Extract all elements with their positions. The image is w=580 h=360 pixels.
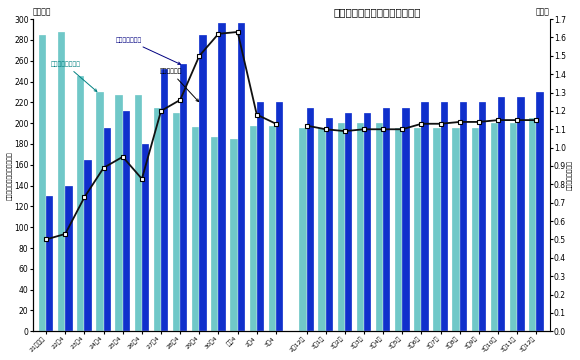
Bar — [460, 102, 467, 331]
Bar — [66, 185, 72, 331]
Bar — [142, 144, 149, 331]
Bar — [269, 126, 276, 331]
Bar — [154, 108, 161, 331]
Bar — [46, 196, 53, 331]
Bar — [135, 95, 142, 331]
Bar — [219, 23, 226, 331]
Bar — [161, 69, 168, 331]
Bar — [211, 137, 219, 331]
Bar — [383, 108, 390, 331]
Bar — [403, 108, 409, 331]
Bar — [498, 97, 505, 331]
Bar — [529, 118, 536, 331]
Bar — [104, 129, 111, 331]
Bar — [180, 64, 187, 331]
Text: 求人、求職及び求人倍率の推移: 求人、求職及び求人倍率の推移 — [333, 7, 420, 17]
Bar — [307, 108, 314, 331]
Bar — [230, 139, 238, 331]
Bar — [115, 95, 123, 331]
Bar — [414, 129, 422, 331]
Y-axis label: （有効求人倍率）: （有効求人倍率） — [567, 160, 573, 190]
Text: 有効求人倍率: 有効求人倍率 — [160, 69, 198, 102]
Bar — [376, 123, 383, 331]
Bar — [357, 123, 364, 331]
Bar — [85, 159, 92, 331]
Text: （万人）: （万人） — [32, 7, 51, 16]
Bar — [39, 35, 46, 331]
Bar — [200, 35, 206, 331]
Bar — [77, 76, 85, 331]
Text: （倍）: （倍） — [536, 7, 550, 16]
Bar — [472, 129, 479, 331]
Bar — [192, 127, 200, 331]
Bar — [249, 126, 257, 331]
Bar — [173, 113, 180, 331]
Bar — [422, 102, 429, 331]
Y-axis label: （有効求人・有効求職者数）: （有効求人・有効求職者数） — [7, 151, 13, 199]
Bar — [338, 123, 345, 331]
Bar — [364, 113, 371, 331]
Bar — [536, 92, 543, 331]
Bar — [96, 92, 104, 331]
Bar — [345, 113, 352, 331]
Bar — [395, 129, 403, 331]
Bar — [123, 111, 130, 331]
Bar — [510, 123, 517, 331]
Bar — [257, 102, 264, 331]
Text: 月間有効求人数: 月間有効求人数 — [115, 37, 180, 64]
Bar — [318, 129, 326, 331]
Bar — [517, 97, 524, 331]
Text: 月間有効求職者数: 月間有効求職者数 — [50, 61, 97, 91]
Bar — [299, 129, 307, 331]
Bar — [326, 118, 333, 331]
Bar — [238, 23, 245, 331]
Bar — [452, 129, 460, 331]
Bar — [58, 32, 66, 331]
Bar — [441, 102, 448, 331]
Bar — [479, 102, 486, 331]
Bar — [491, 123, 498, 331]
Bar — [433, 129, 441, 331]
Bar — [276, 102, 283, 331]
